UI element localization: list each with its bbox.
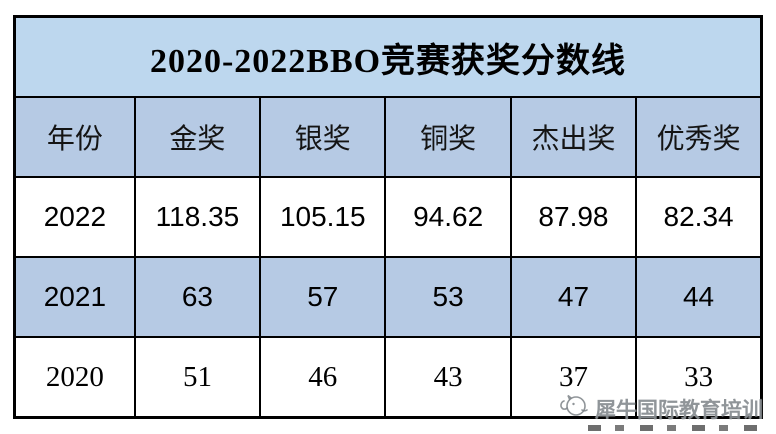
table-row-2022: 2022 118.35 105.15 94.62 87.98 82.34 <box>13 176 763 258</box>
score-cell: 82.34 <box>635 176 763 258</box>
year-cell: 2022 <box>13 176 136 258</box>
year-cell: 2021 <box>13 256 136 338</box>
header-gold: 金奖 <box>133 96 262 178</box>
cutoff-text-fragment <box>588 425 766 431</box>
score-cell: 53 <box>384 256 512 338</box>
table-title-row: 2020-2022BBO竞赛获奖分数线 <box>13 15 763 98</box>
score-cell: 57 <box>259 256 387 338</box>
header-bronze: 铜奖 <box>384 96 512 178</box>
score-table: 2020-2022BBO竞赛获奖分数线 年份 金奖 银奖 铜奖 杰出奖 优秀奖 … <box>13 15 763 419</box>
score-cell: 105.15 <box>259 176 387 258</box>
score-cell: 47 <box>509 256 638 338</box>
header-outstanding: 杰出奖 <box>509 96 638 178</box>
score-cell: 33 <box>635 336 763 419</box>
header-excellent: 优秀奖 <box>635 96 763 178</box>
score-cell: 37 <box>509 336 638 419</box>
score-cell: 51 <box>133 336 262 419</box>
year-cell: 2020 <box>13 336 136 419</box>
score-cell: 87.98 <box>509 176 638 258</box>
header-silver: 银奖 <box>259 96 387 178</box>
score-cell: 44 <box>635 256 763 338</box>
score-cell: 63 <box>133 256 262 338</box>
table-header-row: 年份 金奖 银奖 铜奖 杰出奖 优秀奖 <box>13 96 763 178</box>
score-cell: 46 <box>259 336 387 419</box>
score-cell: 43 <box>384 336 512 419</box>
table-row-2020: 2020 51 46 43 37 33 <box>13 336 763 419</box>
table-row-2021: 2021 63 57 53 47 44 <box>13 256 763 338</box>
header-year: 年份 <box>13 96 136 178</box>
score-cell: 94.62 <box>384 176 512 258</box>
table-title: 2020-2022BBO竞赛获奖分数线 <box>13 15 763 98</box>
score-cell: 118.35 <box>133 176 262 258</box>
